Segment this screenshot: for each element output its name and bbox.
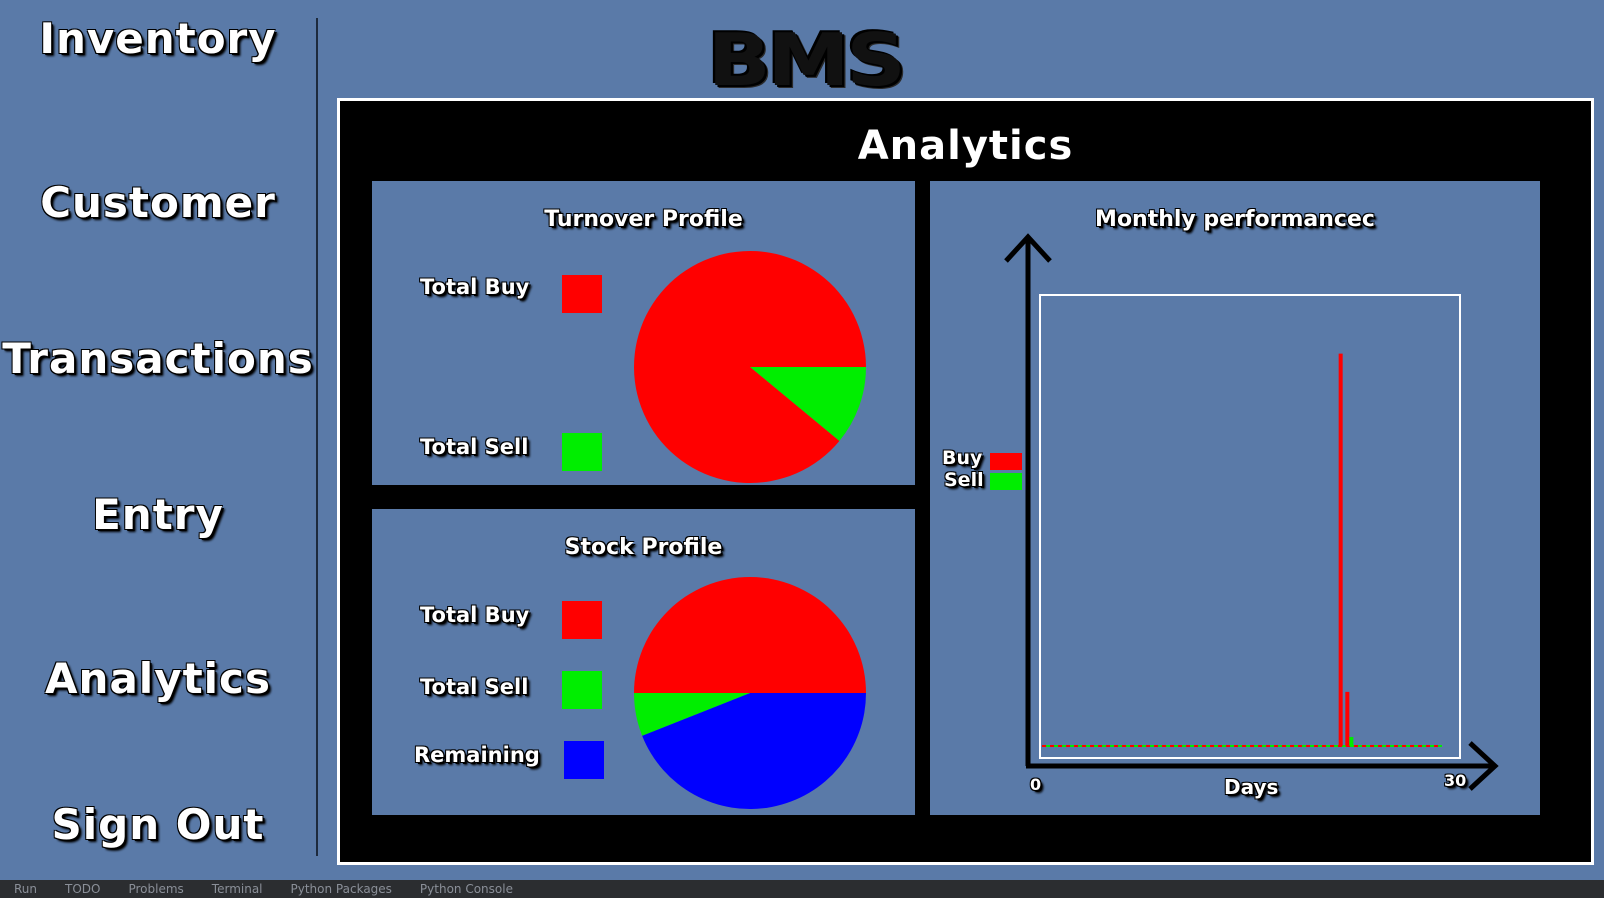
stock-legend-remaining-swatch bbox=[564, 741, 604, 779]
taskbar-tab-run[interactable]: Run bbox=[14, 882, 38, 896]
monthly-legend-sell-swatch bbox=[990, 473, 1022, 490]
bar-buy-1 bbox=[1345, 691, 1350, 746]
monthly-performance-card: Monthly performancec Buy Sell 0 Days 30 bbox=[930, 181, 1540, 815]
sidebar-divider bbox=[316, 18, 318, 856]
app-logo: BMS bbox=[707, 18, 906, 102]
y-axis-arrow bbox=[1004, 233, 1052, 263]
stock-legend-sell-swatch bbox=[562, 671, 602, 709]
stock-title: Stock Profile bbox=[564, 535, 723, 560]
x-axis-label: Days bbox=[1224, 775, 1279, 799]
turnover-pie-chart bbox=[634, 250, 866, 483]
stock-legend-sell-label: Total Sell bbox=[420, 675, 529, 699]
turnover-profile-card: Turnover Profile Total Buy Total Sell bbox=[372, 181, 915, 485]
monthly-legend-buy-label: Buy bbox=[942, 447, 983, 469]
sidebar-item-sign-out[interactable]: Sign Out bbox=[51, 800, 265, 849]
turnover-legend-buy-label: Total Buy bbox=[420, 275, 530, 299]
taskbar-tab-python-packages[interactable]: Python Packages bbox=[290, 882, 392, 896]
x-axis-min-label: 0 bbox=[1030, 775, 1042, 794]
bar-buy-0 bbox=[1338, 353, 1343, 746]
stock-slice-total-sell bbox=[634, 693, 750, 736]
stock-profile-card: Stock Profile Total Buy Total Sell Remai… bbox=[372, 509, 915, 815]
chart-axes bbox=[1004, 233, 1499, 791]
taskbar-tab-terminal[interactable]: Terminal bbox=[211, 882, 263, 896]
x-axis-max-label: 30 bbox=[1444, 771, 1467, 790]
plot-area-frame bbox=[1039, 294, 1461, 759]
turnover-slice-total-sell bbox=[750, 367, 866, 441]
sidebar-item-analytics[interactable]: Analytics bbox=[45, 654, 271, 703]
taskbar-tab-python-console[interactable]: Python Console bbox=[419, 882, 513, 896]
turnover-legend-sell-swatch bbox=[562, 433, 602, 471]
taskbar-tab-problems[interactable]: Problems bbox=[128, 882, 184, 896]
stock-slice-total-buy bbox=[634, 577, 866, 693]
sidebar-item-customer[interactable]: Customer bbox=[40, 178, 276, 227]
stock-legend-buy-swatch bbox=[562, 601, 602, 639]
turnover-title: Turnover Profile bbox=[544, 207, 743, 232]
stock-pie-chart bbox=[634, 577, 866, 809]
ide-taskbar: Run TODO Problems Terminal Python Packag… bbox=[0, 880, 1604, 898]
sidebar-item-transactions[interactable]: Transactions bbox=[2, 334, 314, 383]
turnover-legend-buy-swatch bbox=[562, 275, 602, 313]
monthly-title: Monthly performancec bbox=[1095, 207, 1375, 232]
panel-title: Analytics bbox=[857, 123, 1074, 169]
analytics-panel: Analytics Turnover Profile Total Buy Tot… bbox=[337, 98, 1594, 865]
bar-sell-0 bbox=[1349, 736, 1354, 746]
stock-slice-remaining bbox=[642, 693, 866, 809]
stock-legend-buy-label: Total Buy bbox=[420, 603, 530, 627]
x-axis-arrow bbox=[1468, 741, 1499, 791]
sidebar-item-inventory[interactable]: Inventory bbox=[39, 14, 277, 63]
turnover-slice-total-buy bbox=[634, 250, 866, 483]
turnover-legend-sell-label: Total Sell bbox=[420, 435, 529, 459]
stock-legend-remaining-label: Remaining bbox=[414, 743, 540, 767]
monthly-bar-chart bbox=[1004, 233, 1499, 791]
sidebar-item-entry[interactable]: Entry bbox=[92, 490, 224, 539]
monthly-legend-sell-label: Sell bbox=[944, 469, 984, 491]
taskbar-tab-todo[interactable]: TODO bbox=[65, 882, 101, 896]
monthly-legend-buy-swatch bbox=[990, 453, 1022, 470]
sidebar: Inventory Customer Transactions Entry An… bbox=[0, 0, 316, 880]
